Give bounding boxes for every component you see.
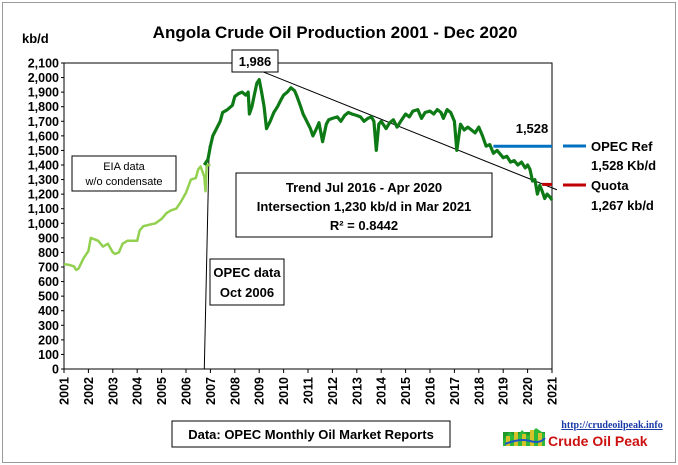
x-tick-label: 2008 — [228, 377, 242, 405]
x-tick-label: 2020 — [521, 377, 535, 405]
series-group — [63, 77, 554, 272]
brand-url[interactable]: http://crudeoilpeak.info — [561, 420, 662, 431]
x-tick-label: 2018 — [472, 377, 486, 405]
y-axis-label: kb/d — [22, 31, 49, 46]
brand-logo: http://crudeoilpeak.info Crude Oil Peak — [503, 420, 663, 449]
y-tick-label: 600 — [38, 275, 59, 289]
y-tick-label: 2,000 — [28, 71, 59, 85]
y-tick-label: 1,900 — [28, 86, 59, 100]
x-tick-label: 2019 — [497, 377, 511, 405]
trend-line — [259, 69, 558, 191]
y-tick-label: 900 — [38, 231, 59, 245]
opec-data-label: OPEC data Oct 2006 — [209, 258, 285, 306]
x-tick-label: 2006 — [180, 377, 194, 405]
source-box — [171, 420, 451, 448]
legend: OPEC Ref 1,528 Kb/d Quota 1,267 kb/d — [563, 139, 656, 213]
x-tick-label: 2013 — [350, 377, 364, 405]
trend-line-2: Intersection 1,230 kb/d in Mar 2021 — [257, 199, 472, 214]
x-tick-label: 2015 — [399, 377, 413, 405]
x-tick-label: 2017 — [448, 377, 462, 405]
y-tick-label: 1,200 — [28, 188, 59, 202]
opec-start-line — [203, 146, 210, 370]
y-tick-label: 200 — [38, 333, 59, 347]
y-tick-label: 0 — [52, 363, 59, 377]
x-tick-label: 2003 — [106, 377, 120, 405]
peak-label: 1,986 — [231, 49, 279, 73]
trend-line-3: R² = 0.8442 — [330, 218, 398, 233]
y-tick-label: 1,500 — [28, 144, 59, 158]
x-tick-label: 2002 — [82, 377, 96, 405]
guide-lines — [203, 69, 558, 370]
opec-data-line-2: Oct 2006 — [220, 285, 274, 300]
x-tick-label: 2014 — [375, 377, 389, 405]
legend-value-quota: 1,267 kb/d — [591, 198, 654, 213]
chart-title: Angola Crude Oil Production 2001 - Dec 2… — [153, 23, 518, 42]
x-tick-label: 2001 — [58, 377, 72, 405]
x-tick-label: 2009 — [253, 377, 267, 405]
eia-label: EIA data w/o condensate — [71, 155, 177, 192]
y-tick-label: 100 — [38, 348, 59, 362]
source-note: Data: OPEC Monthly Oil Market Reports — [171, 420, 451, 448]
y-tick-label: 1,000 — [28, 217, 59, 231]
y-tick-label: 700 — [38, 261, 59, 275]
x-ticks: 2001 2002 2003 2004 2005 2006 2007 2008 2009 2010… — [58, 369, 560, 405]
brand-emblem-wave — [504, 437, 546, 445]
plot-area — [63, 62, 553, 370]
x-tick-label: 2004 — [131, 377, 145, 405]
x-tick-label: 2005 — [155, 377, 169, 405]
series-line-opec-data — [202, 77, 554, 201]
opec-data-line-1: OPEC data — [213, 265, 281, 280]
eia-line-1: EIA data — [103, 161, 145, 173]
legend-label-quota: Quota — [591, 178, 629, 193]
trend-line-1: Trend Jul 2016 - Apr 2020 — [286, 180, 442, 195]
legend-label-opec-ref: OPEC Ref — [591, 139, 653, 154]
trend-box — [235, 172, 493, 238]
legend-value-opec-ref: 1,528 Kb/d — [591, 158, 656, 173]
brand-emblem-icon — [503, 428, 546, 446]
opec-ref-value: 1,528 — [516, 121, 549, 136]
y-tick-label: 400 — [38, 304, 59, 318]
x-tick-label: 2010 — [277, 377, 291, 405]
eia-line-2: w/o condensate — [84, 176, 162, 188]
x-tick-label: 2007 — [204, 377, 218, 405]
x-tick-label: 2021 — [546, 377, 560, 405]
brand-name: Crude Oil Peak — [548, 433, 648, 449]
eia-box — [71, 155, 177, 192]
y-tick-label: 1,700 — [28, 115, 59, 129]
trend-label: Trend Jul 2016 - Apr 2020 Intersection 1… — [235, 172, 493, 238]
y-tick-label: 1,400 — [28, 159, 59, 173]
x-tick-label: 2012 — [326, 377, 340, 405]
y-ticks: 01002003004005006007008009001,0001,1001,… — [28, 57, 64, 377]
y-tick-label: 300 — [38, 319, 59, 333]
y-tick-label: 500 — [38, 290, 59, 304]
x-tick-label: 2016 — [424, 377, 438, 405]
peak-value: 1,986 — [239, 54, 272, 69]
y-tick-label: 1,100 — [28, 202, 59, 216]
opec-data-box — [209, 258, 285, 306]
y-tick-label: 2,100 — [28, 57, 59, 71]
y-tick-label: 1,800 — [28, 100, 59, 114]
series-line-eia-data-w-o-condensate — [63, 163, 211, 272]
x-tick-label: 2011 — [302, 377, 316, 404]
y-tick-label: 1,600 — [28, 129, 59, 143]
y-tick-label: 800 — [38, 246, 59, 260]
peak-box — [231, 49, 279, 73]
source-text: Data: OPEC Monthly Oil Market Reports — [188, 427, 434, 442]
y-tick-label: 1,300 — [28, 173, 59, 187]
